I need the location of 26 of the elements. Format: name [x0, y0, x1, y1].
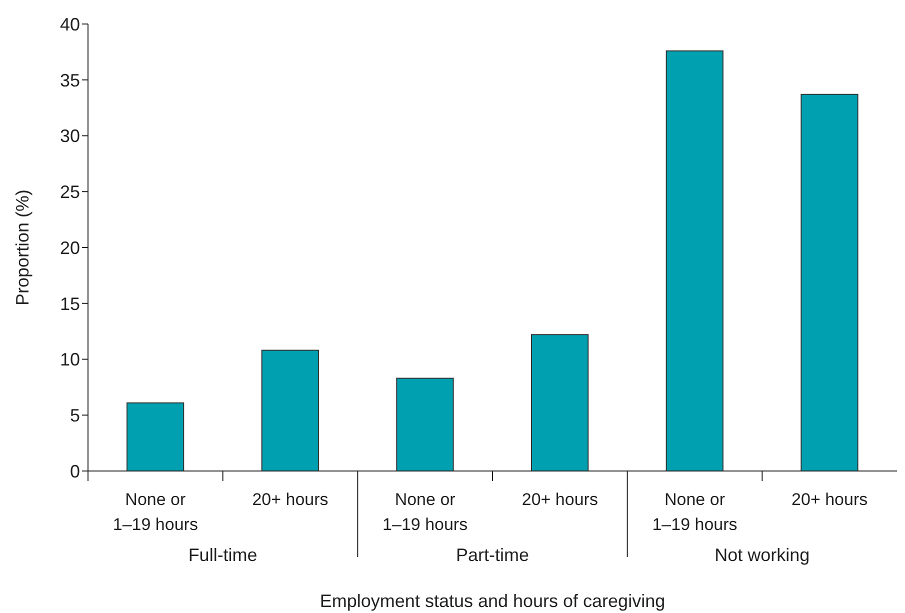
text: Not working: [714, 545, 810, 565]
bar: [800, 94, 858, 471]
bar: [396, 378, 454, 471]
y-tick-label: 5: [70, 406, 80, 426]
y-tick-label: 20: [60, 238, 80, 258]
x-tick-label: 20+ hours: [252, 490, 328, 509]
bar: [126, 402, 184, 471]
x-tick-label: None or 1–19 hours: [382, 490, 468, 534]
y-tick-label: 15: [60, 294, 80, 314]
x-tick-label: 20+ hours: [792, 490, 868, 509]
y-tick-label: 35: [60, 70, 80, 90]
x-tick-label: None or 1–19 hours: [652, 490, 738, 534]
x-tick-label: None or 1–19 hours: [112, 490, 198, 534]
y-tick-label: 30: [60, 126, 80, 146]
y-tick-label: 40: [60, 14, 80, 34]
text: Full-time: [188, 545, 258, 565]
text: Part-time: [456, 545, 530, 565]
x-axis-title: Employment status and hours of caregiving: [320, 591, 666, 611]
y-tick-label: 10: [60, 350, 80, 370]
bar: [666, 50, 724, 471]
bar: [531, 334, 589, 471]
y-axis-title: Proportion (%): [12, 189, 32, 306]
y-tick-label: 0: [70, 461, 80, 482]
y-tick-label: 25: [60, 182, 80, 202]
x-tick-label: 20+ hours: [522, 490, 598, 509]
bar: [261, 350, 319, 471]
